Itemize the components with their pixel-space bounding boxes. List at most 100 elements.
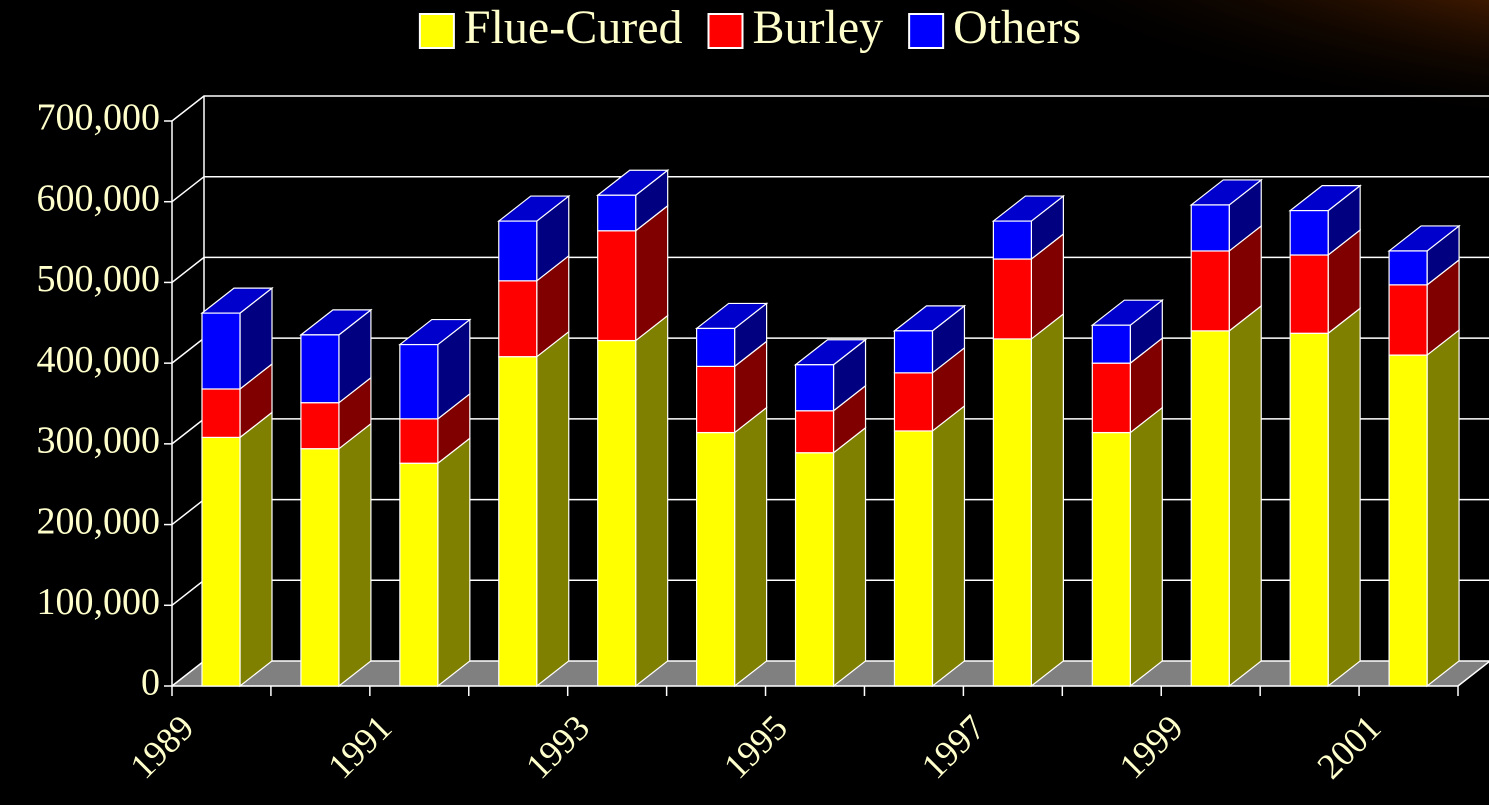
bar-segment	[1388, 258, 1460, 357]
bar-segment	[696, 406, 768, 688]
bar-segment	[1387, 224, 1461, 287]
bar-front	[597, 194, 637, 232]
grid-line	[171, 175, 1489, 203]
bar-side	[1426, 328, 1460, 688]
bar-segment	[300, 376, 372, 450]
bar-side	[931, 404, 966, 688]
bar-segment	[1289, 228, 1361, 335]
bar-front	[696, 431, 736, 687]
y-tick-label: 700,000	[37, 97, 161, 139]
legend-swatch	[418, 13, 455, 49]
bar-side	[1228, 304, 1262, 688]
bar-front	[893, 330, 934, 374]
bar-front	[1388, 284, 1428, 356]
bar-front	[1190, 250, 1230, 332]
bar-segment	[597, 314, 669, 688]
bar-segment	[399, 436, 471, 688]
y-tick-label: 200,000	[37, 500, 161, 542]
bar-side	[536, 330, 570, 688]
bar-front	[399, 462, 439, 687]
legend-label: Others	[953, 1, 1081, 54]
bar-segment	[1289, 307, 1361, 688]
legend-swatch	[908, 13, 945, 49]
bar-front	[399, 418, 439, 464]
bar-front	[696, 327, 736, 367]
bar-segment	[498, 330, 570, 688]
bar-segment	[1090, 298, 1165, 365]
bar-segment	[497, 194, 571, 283]
bar-segment	[1388, 328, 1460, 688]
bar-front	[201, 388, 241, 439]
legend-swatch	[707, 13, 744, 49]
bar-front	[992, 338, 1032, 687]
bar-front	[992, 220, 1032, 260]
bar-front	[1289, 209, 1329, 256]
bar-segment	[398, 318, 472, 421]
bar-segment	[893, 346, 966, 433]
y-tick-label: 400,000	[37, 339, 161, 381]
bar-segment	[200, 286, 274, 391]
bar-side	[635, 314, 669, 688]
bar-side	[1030, 312, 1064, 688]
bar-segment	[399, 392, 471, 465]
bar-segment	[1189, 178, 1263, 253]
bar-front	[498, 356, 538, 687]
bar-front	[399, 343, 439, 420]
bar-segment	[1190, 304, 1262, 688]
bar-front	[1388, 354, 1428, 687]
bar-front	[1091, 362, 1131, 434]
y-tick-label: 500,000	[37, 258, 161, 300]
y-tick-label: 600,000	[37, 177, 161, 219]
bar-segment	[1288, 184, 1362, 257]
bar-front	[794, 364, 835, 412]
bar-segment	[696, 340, 768, 434]
bar-segment	[498, 254, 570, 358]
bar-segment	[1190, 224, 1262, 333]
bar-front	[1388, 250, 1428, 286]
bar-front	[794, 452, 835, 687]
bar-segment	[892, 304, 967, 375]
bar-segment	[694, 302, 769, 368]
bar-segment	[201, 411, 273, 688]
bar-front	[300, 402, 340, 450]
legend-label: Flue-Cured	[464, 1, 683, 54]
grid-line	[171, 95, 1489, 122]
bar-front	[1091, 431, 1131, 687]
bar-segment	[595, 169, 670, 233]
glow	[900, 0, 1489, 150]
bar-segment	[991, 194, 1066, 261]
bar-segment	[893, 404, 966, 688]
bar-front	[498, 280, 538, 358]
bar-side	[1129, 406, 1163, 688]
bar-segment	[597, 204, 669, 342]
bar-front	[597, 230, 637, 342]
legend-label: Burley	[753, 1, 884, 54]
y-tick-label: 0	[141, 662, 160, 704]
bar-side	[1327, 307, 1361, 688]
bar-segment	[300, 422, 372, 688]
bar-front	[696, 365, 736, 434]
bar-front	[1190, 204, 1230, 252]
bar-segment	[794, 426, 867, 688]
bar-front	[1289, 254, 1329, 334]
bar-front	[893, 430, 934, 687]
bar-front	[597, 339, 637, 687]
bar-front	[201, 312, 241, 390]
bar-side	[832, 426, 867, 688]
bar-segment	[794, 384, 867, 454]
bar-segment	[793, 338, 868, 412]
bar-front	[1091, 324, 1131, 364]
bar-side	[437, 436, 471, 688]
bar-front	[498, 220, 538, 282]
bar-side	[734, 406, 768, 688]
bar-front	[1190, 330, 1230, 687]
bar-segment	[299, 308, 373, 404]
bar-side	[338, 422, 372, 688]
bar-front	[201, 436, 241, 687]
bar-front	[992, 258, 1032, 340]
bar-front	[300, 334, 340, 404]
bar-segment	[1091, 336, 1163, 434]
bar-front	[893, 372, 934, 432]
bar-segment	[1091, 406, 1163, 688]
